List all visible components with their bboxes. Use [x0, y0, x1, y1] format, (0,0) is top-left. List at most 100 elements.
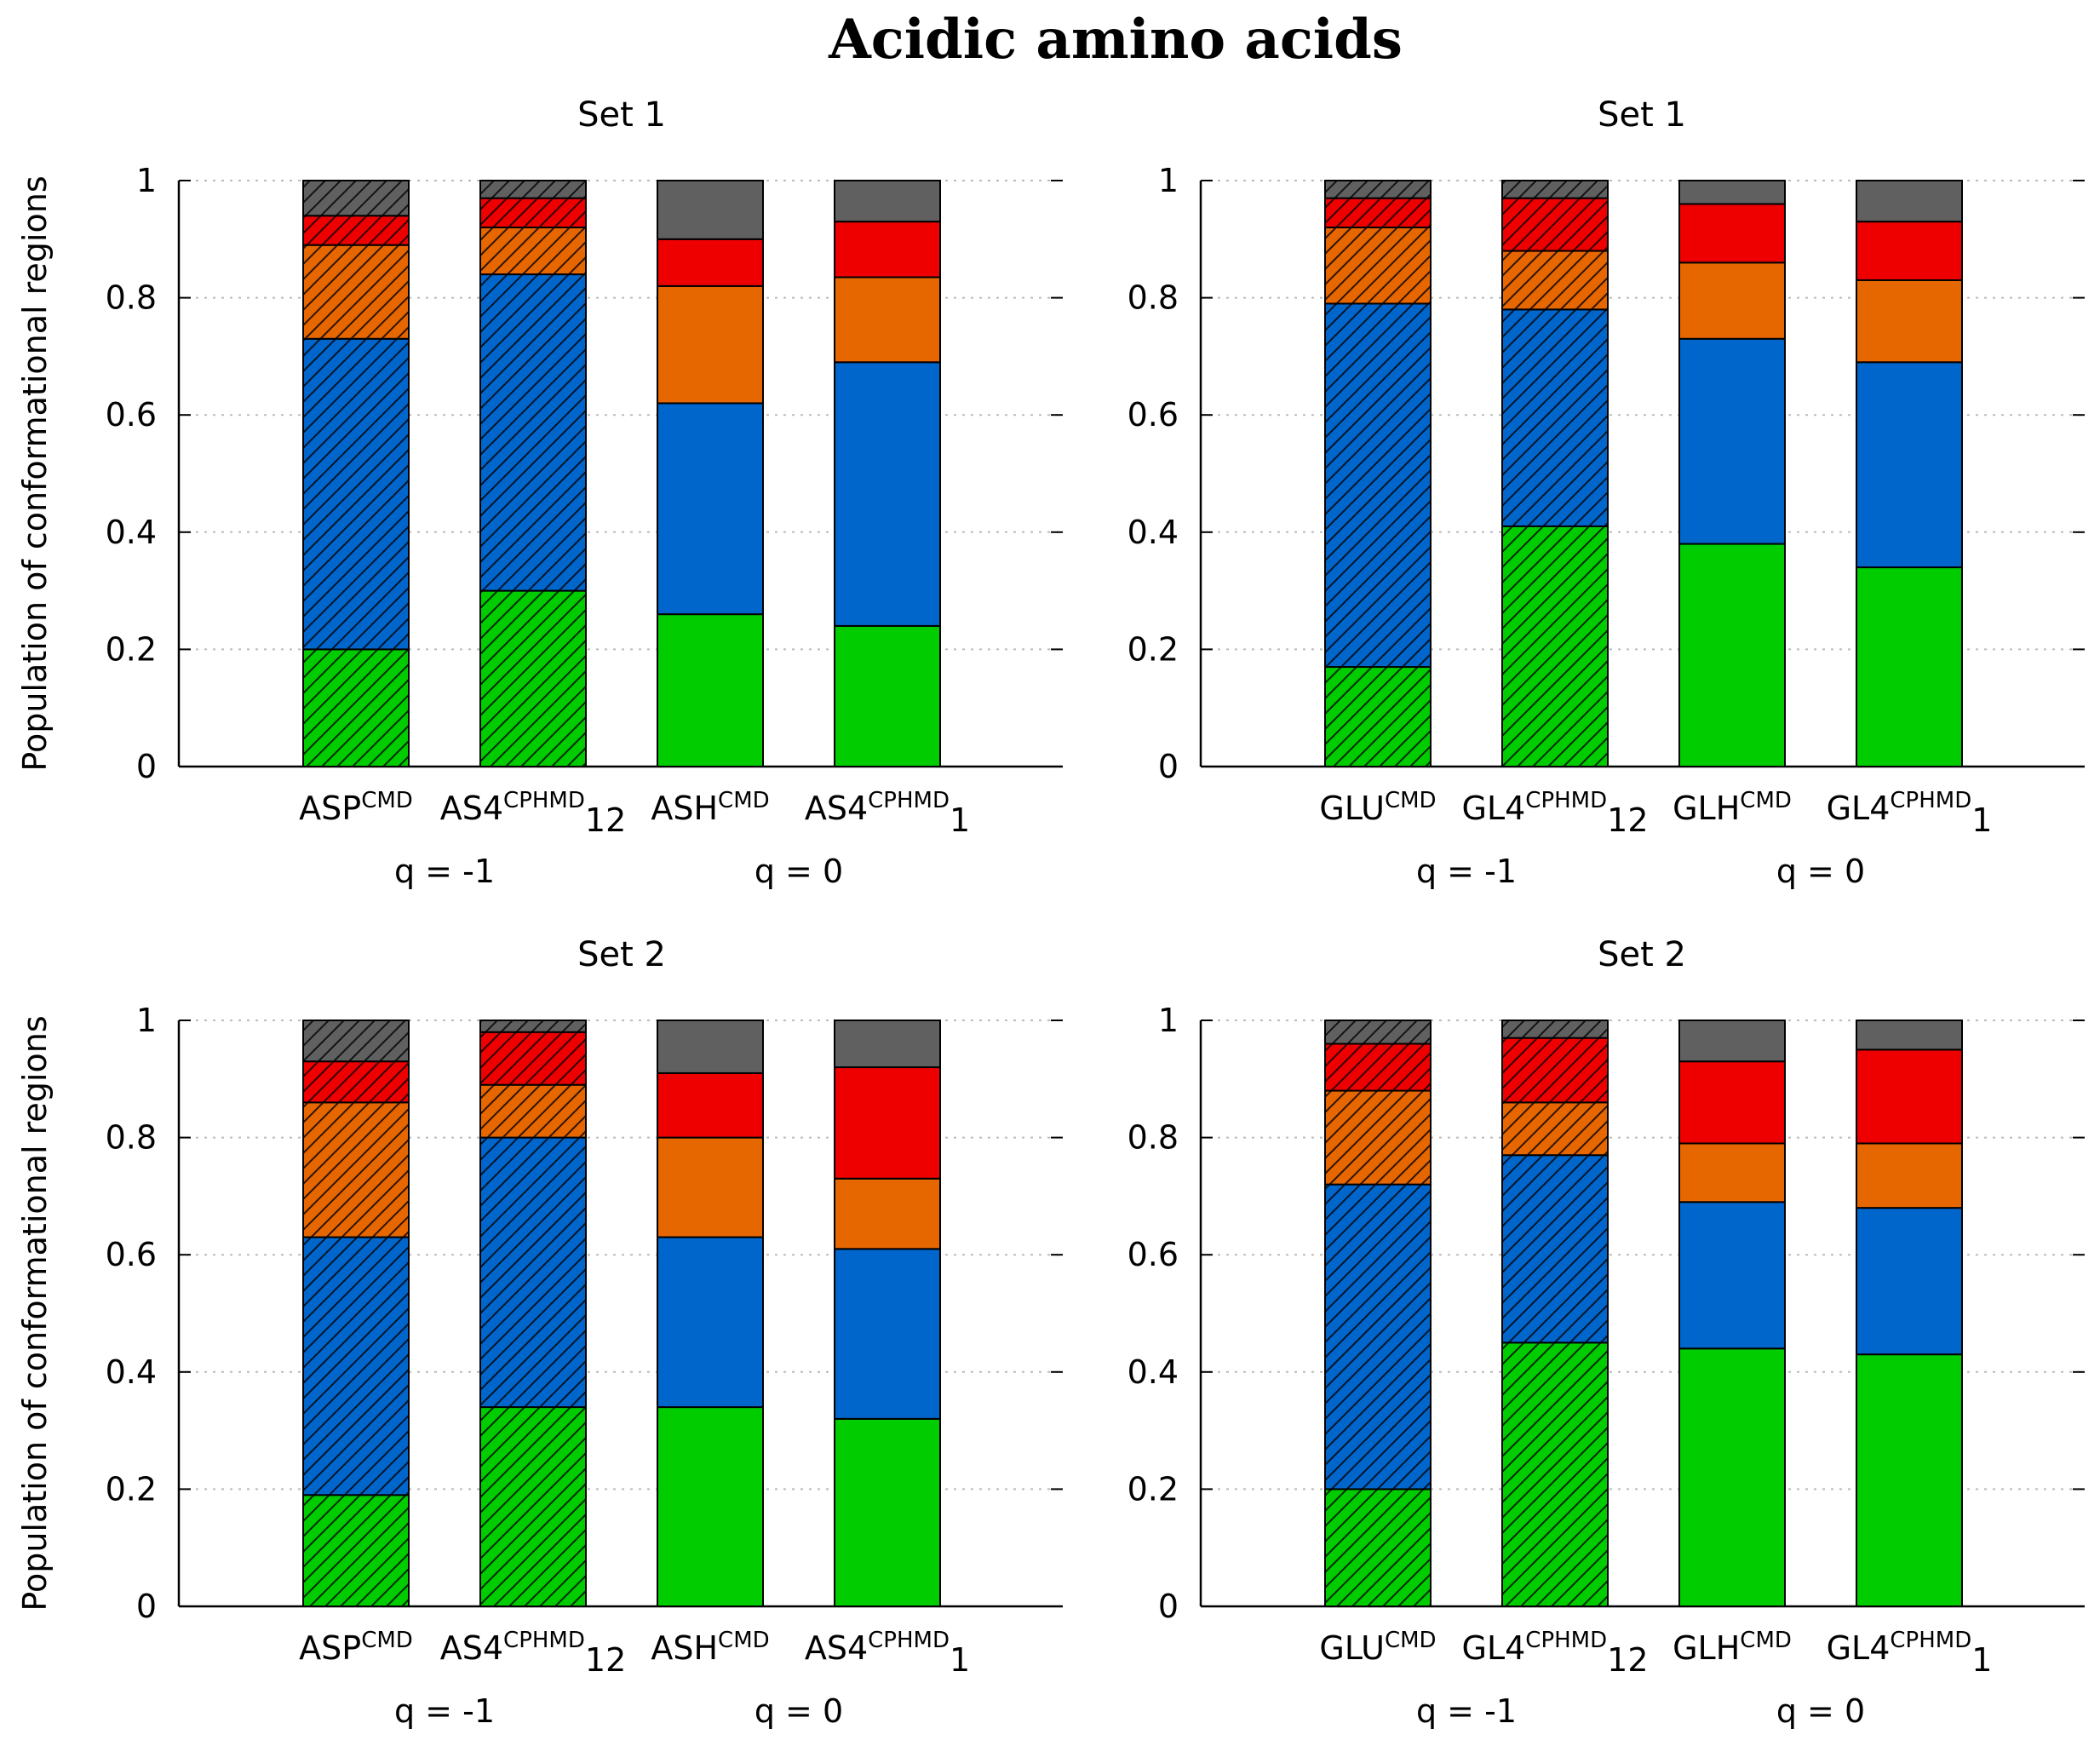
bar-segment-red [1678, 203, 1786, 264]
y-tick-label: 0.2 [1127, 1470, 1179, 1508]
bar-segment-red [1856, 1048, 1963, 1145]
y-tick-label: 1 [1158, 1002, 1179, 1039]
bar-segment-red [657, 1071, 764, 1139]
bar-segment-orange [657, 284, 764, 405]
y-tick-label: 0.2 [106, 1470, 157, 1508]
x-tick-label: ASPCMD [299, 1628, 413, 1667]
x-tick-label: GL4CPHMD1 [1827, 788, 1993, 839]
bar-segment-orange [1501, 1101, 1609, 1157]
bar-segment-green [834, 624, 941, 767]
bar-segment-red [1324, 1043, 1432, 1092]
chart-panel-4: Set 2 0 0.2 0.4 0.6 0.8 1 GLUCMD GL4CPHMD12 GLHCM… [1127, 935, 2085, 1730]
y-axis-label: Population of conformational regions [16, 175, 54, 771]
bar-segment-red [302, 215, 410, 246]
x-tick-label: ASHCMD [651, 1628, 769, 1667]
bar-segment-red [1501, 197, 1609, 252]
bar-segment-gray [302, 180, 410, 217]
bar-segment-green [1678, 1347, 1786, 1608]
x-tick-label: GLHCMD [1673, 1628, 1792, 1667]
y-tick-label: 0.4 [1127, 514, 1179, 551]
y-tick-label: 0.6 [106, 1236, 157, 1273]
bar-segment-green [1501, 1341, 1609, 1608]
y-axis-label: Population of conformational regions [16, 1015, 54, 1611]
group-label: q = -1 [1416, 853, 1517, 890]
y-tick-label: 1 [136, 1002, 157, 1039]
bar-segment-gray [1324, 1020, 1432, 1045]
bar-segment-green [657, 613, 764, 767]
x-tick-label: GLUCMD [1319, 788, 1436, 827]
bar-segment-gray [1678, 1020, 1786, 1063]
bar-segment-blue [1501, 308, 1609, 527]
x-tick-label: GL4CPHMD12 [1462, 788, 1649, 839]
bar-segment-blue [1678, 337, 1786, 545]
x-tick-label: AS4CPHMD12 [440, 788, 627, 839]
bar-segment-green [1856, 566, 1963, 768]
bar-segment-gray [1501, 1020, 1609, 1039]
bar-segment-red [479, 197, 587, 229]
bar-segment-blue [479, 1136, 587, 1409]
y-tick-label: 1 [136, 162, 157, 199]
bar-segment-gray [1856, 1020, 1963, 1051]
bar-segment-gray [834, 1020, 941, 1069]
bar-segment-red [1501, 1037, 1609, 1104]
bar-segment-blue [302, 1236, 410, 1496]
bar-segment-red [657, 238, 764, 287]
x-tick-label: GL4CPHMD1 [1827, 1628, 1993, 1679]
bar-segment-green [479, 1406, 587, 1607]
group-label: q = 0 [1776, 1692, 1865, 1730]
bar-segment-gray [1324, 180, 1432, 199]
x-tick-label: AS4CPHMD1 [805, 1628, 970, 1679]
chart-panel-2: Set 1 0 0.2 0.4 0.6 0.8 1 GLUCMD GL4CPHMD12 GLHCM… [1127, 95, 2085, 890]
bar-segment-orange [302, 244, 410, 340]
bar-segment-blue [1324, 302, 1432, 669]
y-tick-label: 0.8 [1127, 1119, 1179, 1157]
x-tick-label: AS4CPHMD1 [805, 788, 970, 839]
bar-segment-green [302, 1494, 410, 1608]
bar-segment-red [834, 221, 941, 279]
y-tick-label: 0.6 [106, 396, 157, 434]
bar-segment-blue [1324, 1183, 1432, 1491]
y-tick-label: 0.8 [1127, 279, 1179, 317]
bar-segment-blue [479, 273, 587, 592]
y-tick-label: 1 [1158, 162, 1179, 199]
x-tick-label: AS4CPHMD12 [440, 1628, 627, 1679]
bar-segment-green [1324, 1488, 1432, 1608]
bar-segment-orange [834, 276, 941, 364]
group-label: q = -1 [394, 853, 495, 890]
bar-segment-gray [657, 180, 764, 240]
bar-segment-green [1856, 1353, 1963, 1608]
panel-title: Set 2 [1598, 935, 1686, 974]
bar-segment-gray [834, 180, 941, 223]
figure-title: Acidic amino acids [828, 8, 1403, 72]
y-tick-label: 0 [136, 1588, 157, 1625]
x-tick-label: GLUCMD [1319, 1628, 1436, 1667]
y-tick-label: 0 [1158, 748, 1179, 785]
bar-segment-blue [657, 1236, 764, 1409]
y-tick-label: 0 [1158, 1588, 1179, 1625]
bar-segment-gray [1856, 180, 1963, 223]
bar-segment-orange [1324, 1089, 1432, 1186]
y-tick-label: 0.4 [1127, 1353, 1179, 1391]
bar-segment-orange [834, 1177, 941, 1250]
bar-segment-red [479, 1031, 587, 1086]
bar-segment-red [834, 1066, 941, 1180]
x-tick-label: ASPCMD [299, 788, 413, 827]
bar-segment-green [302, 648, 410, 768]
bar-segment-gray [1678, 180, 1786, 205]
bar-segment-blue [1856, 361, 1963, 569]
bar-segment-green [479, 589, 587, 767]
y-tick-label: 0.8 [106, 279, 157, 317]
group-label: q = 0 [1776, 853, 1865, 890]
group-label: q = 0 [755, 1692, 843, 1730]
bar-segment-gray [479, 180, 587, 199]
x-tick-label: ASHCMD [651, 788, 769, 827]
bar-segment-orange [1324, 227, 1432, 305]
bar-segment-green [1324, 666, 1432, 767]
bar-segment-orange [1856, 279, 1963, 364]
y-tick-label: 0.2 [106, 630, 157, 668]
bar-segment-blue [834, 361, 941, 627]
y-tick-label: 0.4 [106, 514, 157, 551]
group-label: q = 0 [755, 853, 843, 890]
bar-segment-orange [302, 1101, 410, 1238]
bar-segment-blue [302, 337, 410, 651]
